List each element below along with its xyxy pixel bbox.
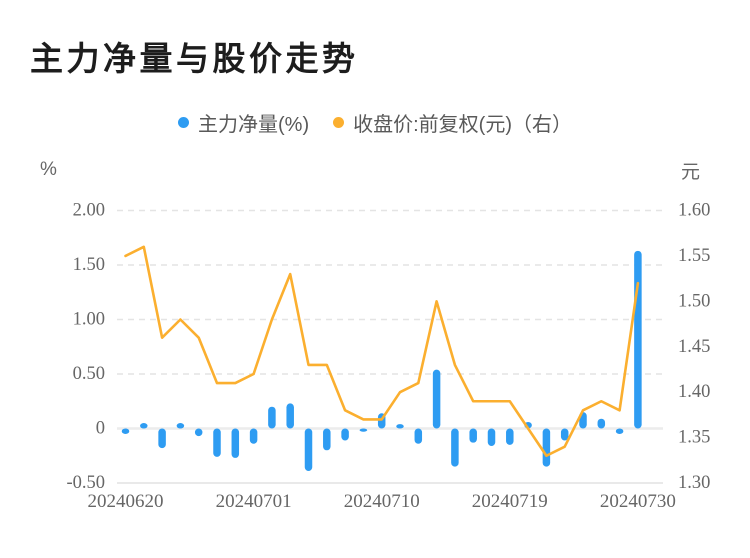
left-axis-tick-label: 0 — [96, 419, 105, 439]
legend-label-close-price: 收盘价:前复权(元)（右） — [353, 114, 572, 136]
bar-20240716[interactable] — [451, 428, 459, 467]
legend-label-main-net-volume: 主力净量(%) — [198, 114, 310, 136]
bar-20240711[interactable] — [396, 424, 404, 429]
bar-20240704[interactable] — [304, 428, 313, 472]
legend-dot-close-price-icon — [333, 117, 345, 128]
left-axis-tick-label: 1.50 — [73, 255, 105, 275]
bar-20240708[interactable] — [341, 428, 349, 441]
price-line[interactable] — [124, 245, 640, 458]
bar-20240621[interactable] — [140, 423, 148, 429]
bar-20240703[interactable] — [286, 403, 294, 429]
right-axis-tick-label: 1.30 — [678, 473, 710, 493]
right-axis-tick-label: 1.60 — [678, 201, 710, 221]
right-axis-tick-label: 1.50 — [678, 291, 710, 311]
bar-20240717[interactable] — [469, 428, 477, 443]
bar-20240628[interactable] — [231, 428, 240, 458]
bar-20240626[interactable] — [194, 428, 203, 437]
right-axis-tick-label: 1.55 — [678, 246, 710, 266]
left-axis-unit: % — [40, 159, 57, 180]
left-axis-tick-label: 0.50 — [73, 364, 105, 384]
bar-20240718[interactable] — [487, 428, 496, 446]
right-axis-unit: 元 — [681, 162, 701, 183]
bar-20240705[interactable] — [323, 428, 331, 451]
bar-20240726[interactable] — [597, 418, 606, 429]
left-axis-tick-label: 1.00 — [73, 310, 105, 330]
bar-20240724[interactable] — [560, 428, 569, 441]
bar-20240729[interactable] — [615, 428, 624, 434]
bar-20240712[interactable] — [414, 428, 423, 444]
bar-20240625[interactable] — [176, 423, 185, 429]
bar-20240620[interactable] — [121, 428, 130, 434]
bar-20240730[interactable] — [634, 250, 642, 429]
bar-20240719[interactable] — [506, 428, 514, 445]
right-axis-tick-label: 1.35 — [678, 428, 710, 448]
right-axis-tick-label: 1.45 — [678, 337, 710, 357]
x-axis-tick-label: 20240710 — [344, 491, 420, 512]
bar-20240702[interactable] — [268, 406, 276, 429]
right-axis-tick-label: 1.40 — [678, 382, 710, 402]
chart-title: 主力净量与股价走势 — [30, 40, 359, 77]
legend: 主力净量(%) 收盘价:前复权(元)（右） — [0, 108, 750, 137]
left-axis-tick-label: -0.50 — [66, 473, 105, 493]
bar-20240624[interactable] — [158, 428, 166, 449]
x-axis-tick-label: 20240730 — [600, 491, 676, 512]
bar-20240715[interactable] — [432, 369, 441, 429]
x-axis-tick-label: 20240620 — [88, 491, 164, 512]
x-axis-tick-label: 20240719 — [472, 491, 548, 512]
x-axis-tick-label: 20240701 — [216, 491, 292, 512]
bar-20240701[interactable] — [249, 428, 258, 444]
bar-20240627[interactable] — [213, 428, 221, 457]
bar-20240709[interactable] — [359, 428, 368, 432]
legend-dot-main-net-volume-icon — [178, 117, 189, 128]
bar-20240723[interactable] — [542, 428, 551, 467]
legend-item-main-net-volume[interactable]: 主力净量(%) — [178, 108, 309, 137]
legend-item-close-price[interactable]: 收盘价:前复权(元)（右） — [333, 108, 572, 137]
left-axis-tick-label: 2.00 — [73, 201, 105, 221]
